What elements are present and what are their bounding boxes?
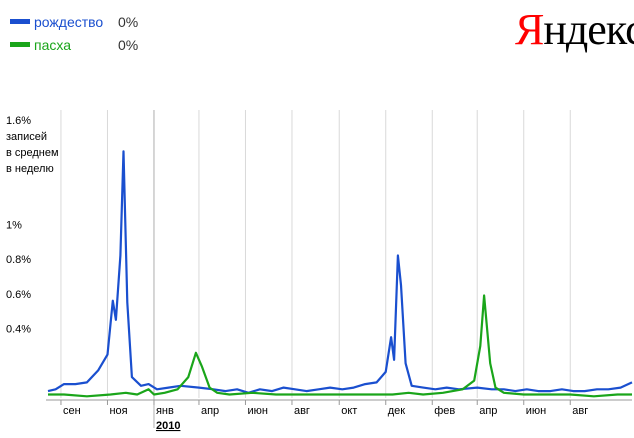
legend-item-easter[interactable]: пасха 0% (10, 33, 138, 56)
legend-swatch-christmas (10, 19, 30, 24)
x-tick-label-2: янв (156, 405, 174, 417)
legend-label-christmas: рождество (34, 13, 104, 30)
x-tick-label-6: окт (341, 405, 357, 417)
x-tick-label-3: апр (201, 405, 219, 417)
x-tick-label-5: авг (294, 405, 310, 417)
legend: рождество 0% пасха 0% (10, 10, 138, 56)
x-tick-label-1: ноя (109, 405, 127, 417)
legend-swatch-easter (10, 42, 30, 47)
legend-label-easter: пасха (34, 36, 71, 53)
x-tick-label-10: июн (526, 405, 546, 417)
x-tick-label-7: дек (388, 405, 406, 417)
x-tick-label-9: апр (479, 405, 497, 417)
year-label: 2010 (156, 420, 180, 432)
logo-first-letter: Я (515, 5, 544, 54)
x-tick-label-4: июн (247, 405, 267, 417)
y-axis-label-line-1: в среднем (6, 147, 59, 159)
x-tick-label-11: авг (572, 405, 588, 417)
y-tick-label-1: 0.6% (6, 289, 31, 301)
y-tick-label-2: 0.8% (6, 254, 31, 266)
y-axis-label-line-0: записей (6, 131, 47, 143)
y-axis-label-line-2: в неделю (6, 163, 54, 175)
yandex-logo[interactable]: Яндекс (515, 8, 634, 52)
legend-value-christmas: 0% (118, 13, 139, 30)
legend-value-easter: 0% (118, 36, 139, 53)
x-tick-label-8: фев (434, 405, 455, 417)
logo-rest: ндекс (543, 5, 634, 54)
legend-item-christmas[interactable]: рождество 0% (10, 10, 138, 33)
y-tick-label-3: 1% (6, 219, 22, 231)
x-tick-label-0: сен (63, 405, 81, 417)
series-line-christmas (47, 150, 633, 394)
y-tick-label-4: 1.6% (6, 115, 31, 127)
y-tick-label-0: 0.4% (6, 324, 31, 336)
series-line-easter (48, 294, 632, 398)
